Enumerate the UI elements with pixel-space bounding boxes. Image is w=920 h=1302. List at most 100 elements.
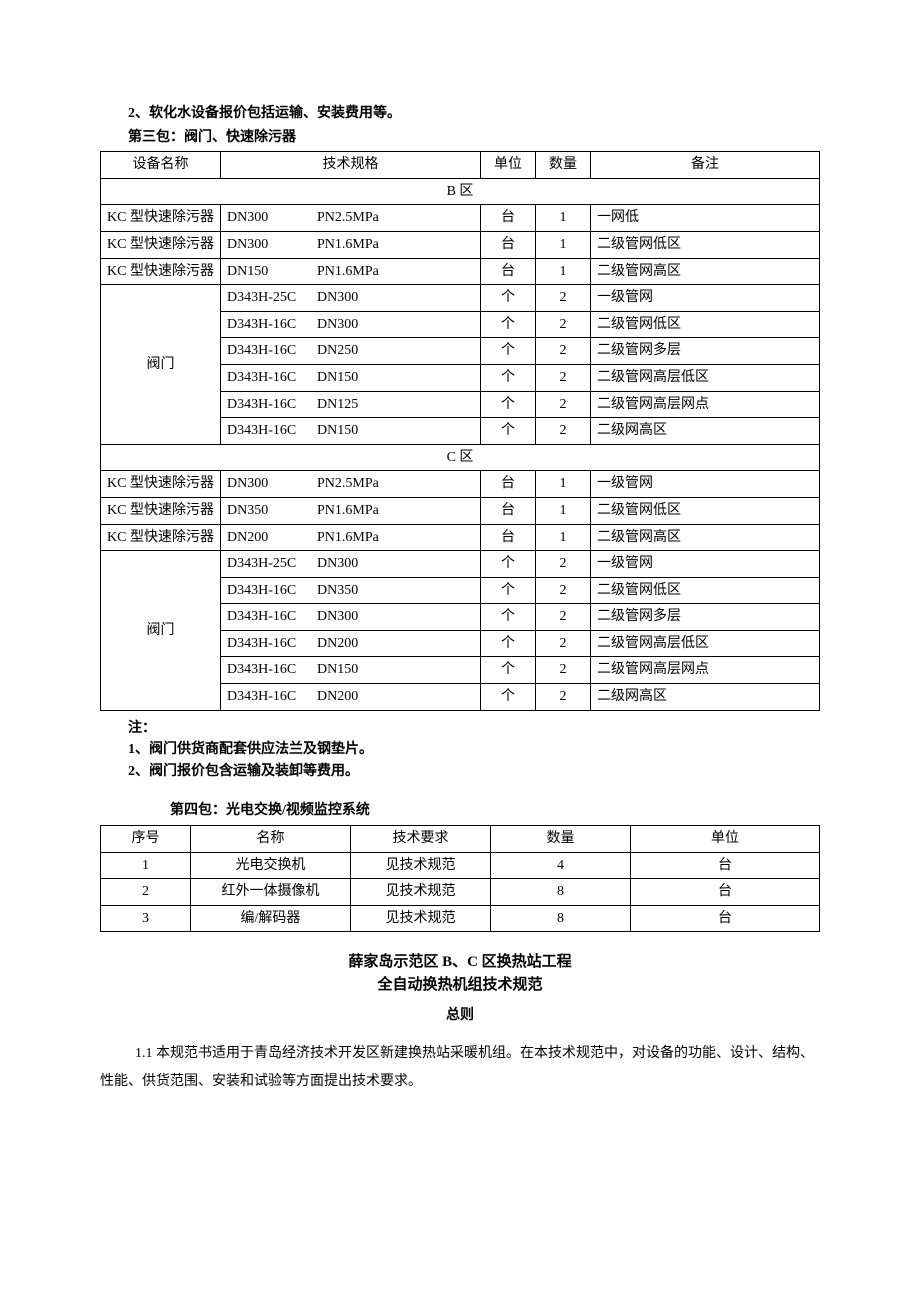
cell-name: KC 型快速除污器 <box>101 258 221 285</box>
cell-unit: 台 <box>481 471 536 498</box>
doc-title-2: 全自动换热机组技术规范 <box>100 975 820 996</box>
cell-name: KC 型快速除污器 <box>101 205 221 232</box>
cell-remark: 一级管网 <box>591 285 820 312</box>
cell-req: 见技术规范 <box>351 852 491 879</box>
pkg3-heading: 第三包：阀门、快速除污器 <box>128 128 820 148</box>
cell-unit: 台 <box>481 497 536 524</box>
cell-spec: D343H-16CDN350 <box>221 577 481 604</box>
cell-remark: 一级管网 <box>591 551 820 578</box>
table-row: KC 型快速除污器 DN300PN1.6MPa 台 1 二级管网低区 <box>101 231 820 258</box>
cell-unit: 个 <box>481 311 536 338</box>
th-name: 设备名称 <box>101 152 221 179</box>
doc-title-1: 薛家岛示范区 B、C 区换热站工程 <box>100 952 820 973</box>
cell-remark: 二级管网高层低区 <box>591 630 820 657</box>
cell-spec: D343H-16CDN125 <box>221 391 481 418</box>
zone-c-label: C 区 <box>101 444 820 471</box>
cell-spec: D343H-16CDN150 <box>221 657 481 684</box>
cell-remark: 二级网高区 <box>591 684 820 711</box>
cell-remark: 二级网高区 <box>591 418 820 445</box>
cell-no: 3 <box>101 905 191 932</box>
cell-spec: D343H-16CDN300 <box>221 311 481 338</box>
cell-unit: 台 <box>481 205 536 232</box>
th-name: 名称 <box>191 826 351 853</box>
cell-req: 见技术规范 <box>351 905 491 932</box>
cell-unit: 台 <box>481 231 536 258</box>
cell-qty: 2 <box>536 364 591 391</box>
cell-unit: 个 <box>481 364 536 391</box>
cell-qty: 2 <box>536 604 591 631</box>
cell-req: 见技术规范 <box>351 879 491 906</box>
table-pkg4: 序号 名称 技术要求 数量 单位 1 光电交换机 见技术规范 4 台 2 红外一… <box>100 825 820 932</box>
th-req: 技术要求 <box>351 826 491 853</box>
cell-name: KC 型快速除污器 <box>101 497 221 524</box>
table-row: 阀门 D343H-25CDN300 个 2 一级管网 <box>101 551 820 578</box>
cell-spec: D343H-16CDN300 <box>221 604 481 631</box>
zone-c-row: C 区 <box>101 444 820 471</box>
cell-unit: 台 <box>631 852 820 879</box>
table-row: KC 型快速除污器 DN200PN1.6MPa 台 1 二级管网高区 <box>101 524 820 551</box>
cell-spec: D343H-16CDN150 <box>221 418 481 445</box>
cell-unit: 台 <box>631 905 820 932</box>
notes-pkg3: 注： 1、阀门供货商配套供应法兰及钢垫片。 2、阀门报价包含运输及装卸等费用。 <box>128 719 820 782</box>
notes-line-2: 2、阀门报价包含运输及装卸等费用。 <box>128 762 820 782</box>
cell-qty: 2 <box>536 311 591 338</box>
th-unit: 单位 <box>481 152 536 179</box>
cell-qty: 8 <box>491 879 631 906</box>
cell-valve-label: 阀门 <box>101 551 221 711</box>
cell-unit: 台 <box>481 258 536 285</box>
cell-qty: 2 <box>536 418 591 445</box>
cell-remark: 二级管网低区 <box>591 231 820 258</box>
cell-unit: 台 <box>481 524 536 551</box>
table-pkg3: 设备名称 技术规格 单位 数量 备注 B 区 KC 型快速除污器 DN300PN… <box>100 151 820 710</box>
th-qty: 数量 <box>536 152 591 179</box>
cell-name: 编/解码器 <box>191 905 351 932</box>
cell-name: KC 型快速除污器 <box>101 231 221 258</box>
cell-qty: 2 <box>536 684 591 711</box>
cell-spec: D343H-16CDN200 <box>221 630 481 657</box>
th-unit: 单位 <box>631 826 820 853</box>
cell-remark: 二级管网低区 <box>591 577 820 604</box>
cell-unit: 个 <box>481 418 536 445</box>
cell-qty: 1 <box>536 231 591 258</box>
cell-qty: 2 <box>536 285 591 312</box>
cell-spec: DN300PN2.5MPa <box>221 205 481 232</box>
table-row: 2 红外一体摄像机 见技术规范 8 台 <box>101 879 820 906</box>
cell-name: 红外一体摄像机 <box>191 879 351 906</box>
cell-spec: D343H-25CDN300 <box>221 551 481 578</box>
table-row: KC 型快速除污器 DN300PN2.5MPa 台 1 一网低 <box>101 205 820 232</box>
cell-name: 光电交换机 <box>191 852 351 879</box>
cell-unit: 个 <box>481 338 536 365</box>
cell-spec: D343H-16CDN200 <box>221 684 481 711</box>
th-remark: 备注 <box>591 152 820 179</box>
cell-spec: DN200PN1.6MPa <box>221 524 481 551</box>
cell-qty: 2 <box>536 391 591 418</box>
cell-qty: 2 <box>536 338 591 365</box>
cell-unit: 个 <box>481 684 536 711</box>
th-qty: 数量 <box>491 826 631 853</box>
table-row: 1 光电交换机 见技术规范 4 台 <box>101 852 820 879</box>
cell-qty: 1 <box>536 471 591 498</box>
cell-qty: 1 <box>536 205 591 232</box>
cell-unit: 个 <box>481 391 536 418</box>
cell-qty: 2 <box>536 577 591 604</box>
cell-remark: 二级管网高区 <box>591 258 820 285</box>
paragraph-1-1: 1.1 本规范书适用于青岛经济技术开发区新建换热站采暖机组。在本技术规范中，对设… <box>100 1040 820 1096</box>
table-row: KC 型快速除污器 DN350PN1.6MPa 台 1 二级管网低区 <box>101 497 820 524</box>
cell-remark: 一级管网 <box>591 471 820 498</box>
cell-remark: 二级管网低区 <box>591 497 820 524</box>
cell-name: KC 型快速除污器 <box>101 524 221 551</box>
table-header-row: 序号 名称 技术要求 数量 单位 <box>101 826 820 853</box>
cell-remark: 二级管网低区 <box>591 311 820 338</box>
cell-no: 1 <box>101 852 191 879</box>
cell-spec: D343H-25CDN300 <box>221 285 481 312</box>
cell-valve-label: 阀门 <box>101 285 221 445</box>
cell-unit: 个 <box>481 577 536 604</box>
cell-spec: D343H-16CDN150 <box>221 364 481 391</box>
cell-no: 2 <box>101 879 191 906</box>
cell-spec: DN350PN1.6MPa <box>221 497 481 524</box>
th-spec: 技术规格 <box>221 152 481 179</box>
cell-spec: DN150PN1.6MPa <box>221 258 481 285</box>
cell-qty: 1 <box>536 258 591 285</box>
table-row: KC 型快速除污器 DN150PN1.6MPa 台 1 二级管网高区 <box>101 258 820 285</box>
table-row: KC 型快速除污器 DN300PN2.5MPa 台 1 一级管网 <box>101 471 820 498</box>
